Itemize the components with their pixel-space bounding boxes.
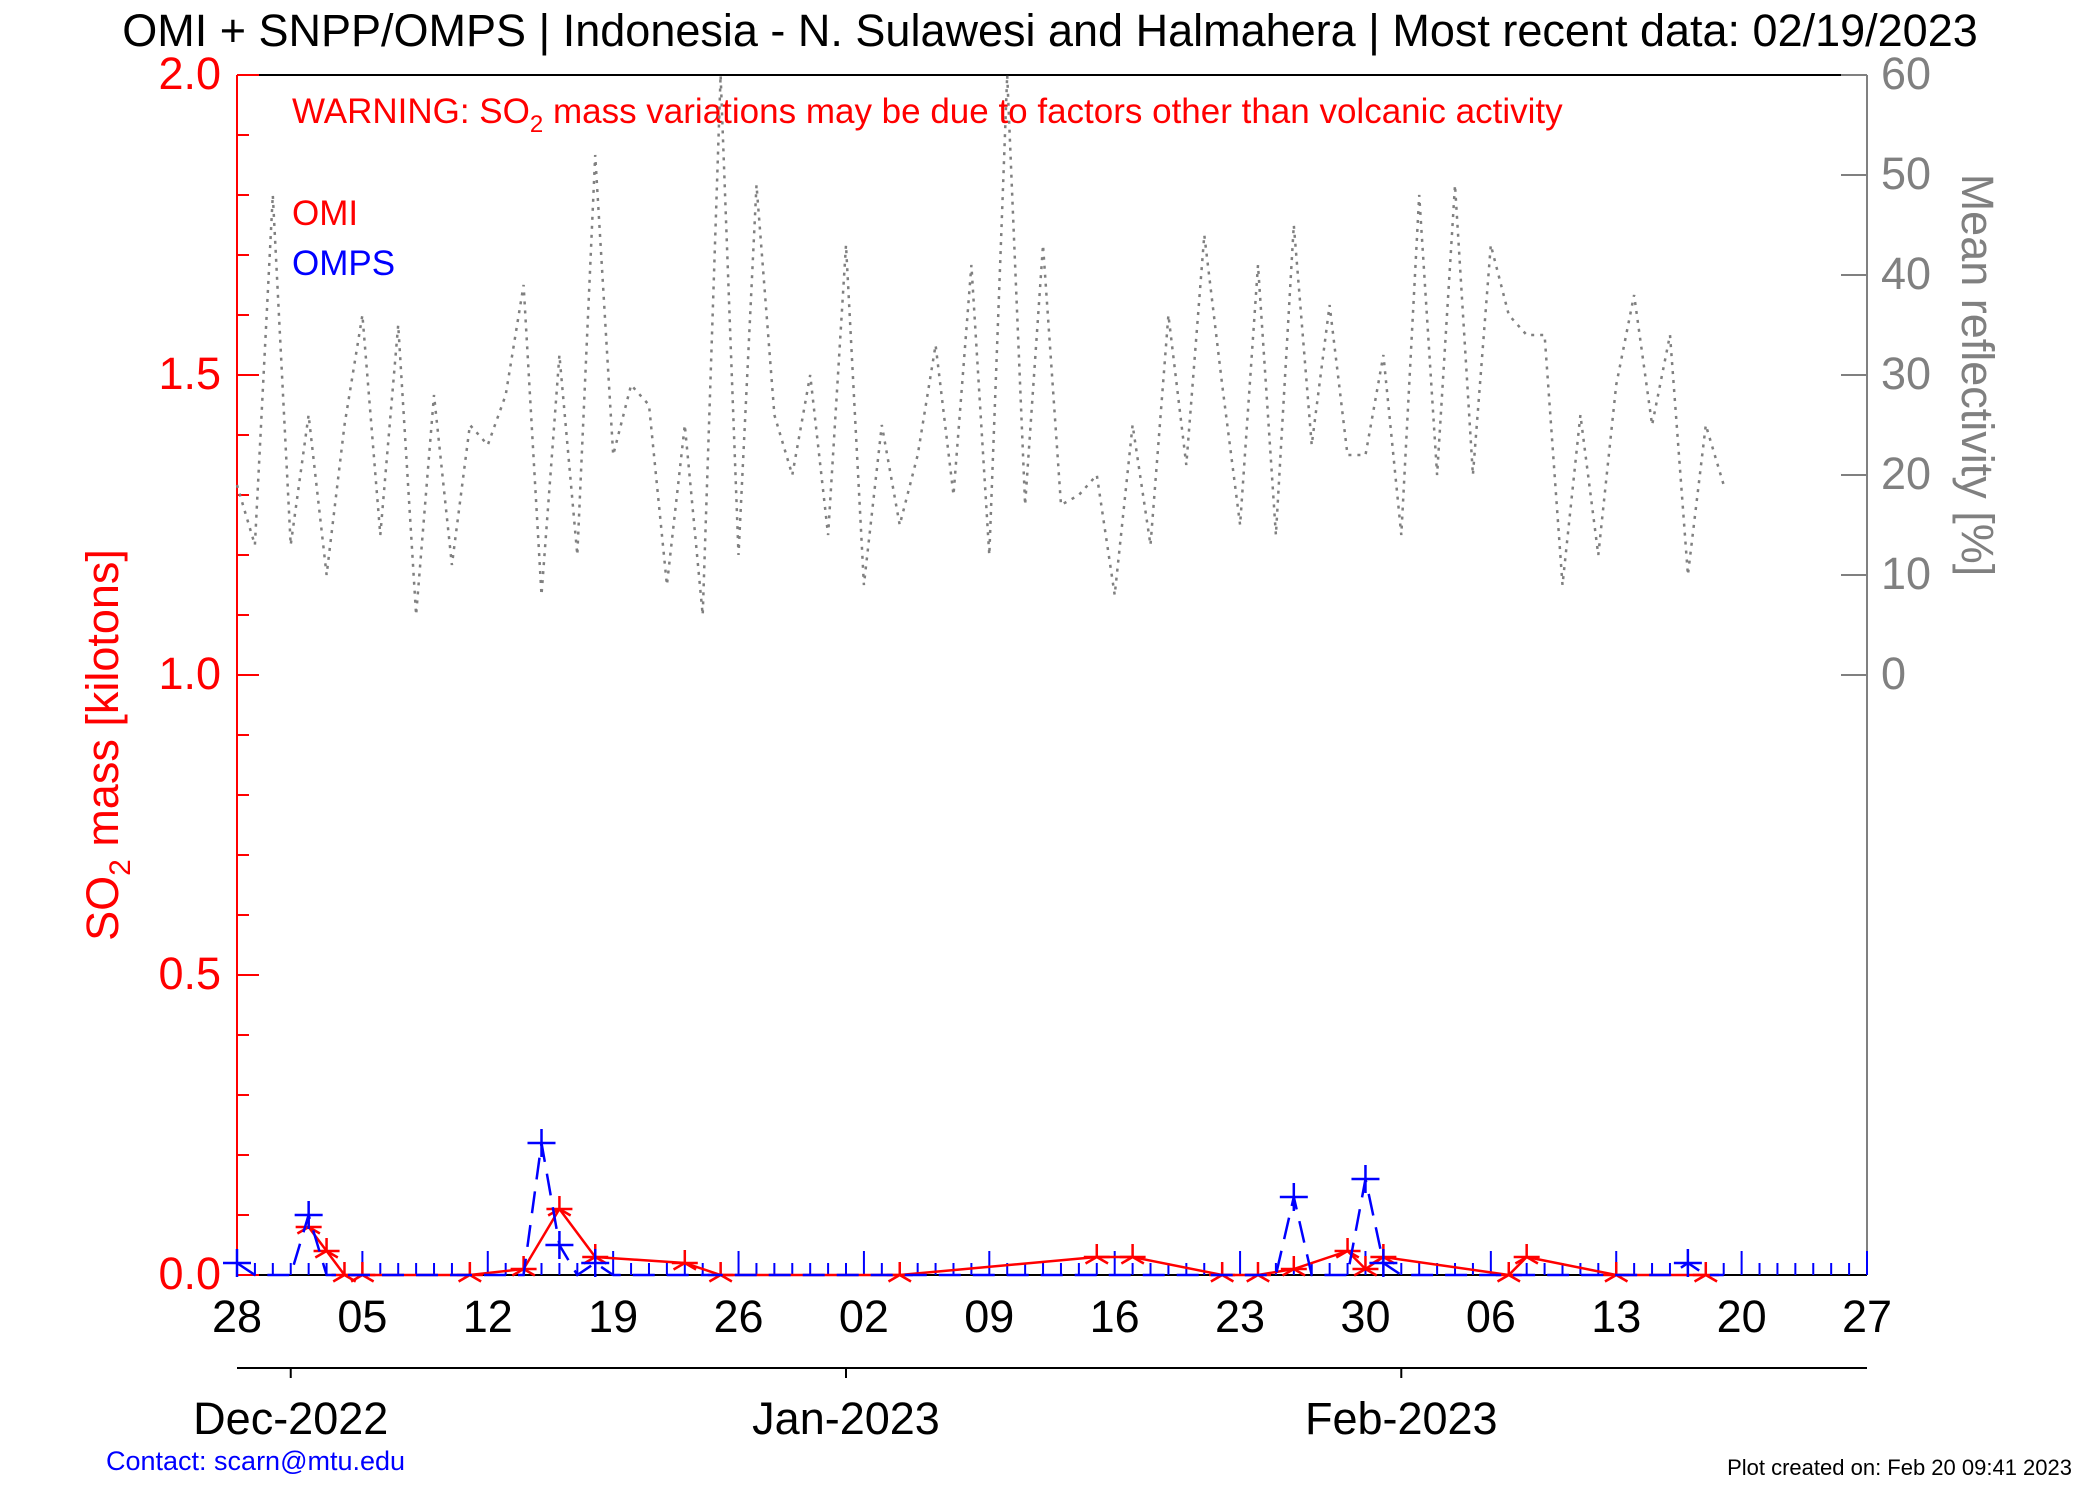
x-tick-label: 05 [337,1291,387,1342]
warning-text: WARNING: SO2 mass variations may be due … [292,92,1563,138]
omps-point [1351,1165,1380,1193]
y-right-tick-label: 60 [1881,48,1931,99]
omi-point [313,1238,340,1259]
x-tick-label: 26 [714,1291,764,1342]
omi-point [331,1262,358,1283]
y-right-tick-label: 50 [1881,148,1931,199]
omi-point [349,1262,376,1283]
x-tick-label: 30 [1340,1291,1390,1342]
omi-point [886,1262,913,1283]
series-line-mean-reflectivity [235,74,1725,616]
y-right-tick-label: 40 [1881,248,1931,299]
y-left-tick-label: 0.5 [158,948,221,999]
contact-text[interactable]: Contact: scarn@mtu.edu [106,1446,405,1476]
x-tick-label: 06 [1466,1291,1516,1342]
omi-point [1209,1262,1236,1283]
omi-point [1334,1238,1361,1259]
month-label: Dec-2022 [193,1393,388,1444]
omi-point [1352,1256,1379,1277]
omi-point [1083,1244,1110,1265]
x-tick-label: 09 [964,1291,1014,1342]
omps-point [1673,1249,1702,1277]
omps-point [581,1249,610,1277]
x-tick-label: 02 [839,1291,889,1342]
omi-point [456,1262,483,1283]
x-tick-label: 19 [588,1291,638,1342]
y-axis-left-label: SO2 mass [kilotons] [77,549,137,941]
legend-omi: OMI [292,194,358,233]
omi-point [671,1250,698,1271]
omps-point [1369,1249,1398,1277]
omi-point [1119,1244,1146,1265]
series-line-omi [307,1206,1706,1277]
series-layer [223,74,1725,1283]
y-right-tick-label: 0 [1881,648,1906,699]
legend-omps: OMPS [292,244,395,283]
omps-point [545,1231,574,1259]
y-right-tick-label: 10 [1881,548,1931,599]
omi-point [1280,1256,1307,1277]
omps-point [294,1201,323,1229]
x-axis-ticks: 28 05 12 19 26 02 09 16 23 30 06 13 20 27 [212,1251,1892,1342]
chart-title: OMI + SNPP/OMPS | Indonesia - N. Sulawes… [122,5,1978,56]
legend: OMI OMPS [292,194,395,283]
x-tick-label: 28 [212,1291,262,1342]
x-tick-label: 23 [1215,1291,1265,1342]
y-right-tick-label: 20 [1881,448,1931,499]
y-right-tick-label: 30 [1881,348,1931,399]
plot-created-text: Plot created on: Feb 20 09:41 2023 [1727,1455,2072,1480]
y-left-tick-label: 1.0 [158,648,221,699]
y-left-tick-label: 2.0 [158,48,221,99]
month-axis: Dec-2022 Jan-2023 Feb-2023 [193,1368,1498,1444]
x-tick-label: 27 [1842,1291,1892,1342]
omi-point [1692,1262,1719,1283]
plot-frame [236,74,1868,1369]
series-line-omps [236,1142,1724,1277]
x-tick-label: 20 [1717,1291,1767,1342]
omi-point [1244,1262,1271,1283]
omps-point [223,1249,251,1277]
x-tick-label: 13 [1591,1291,1641,1342]
y-left-tick-label: 0.0 [158,1248,221,1299]
y-axis-left-ticks: 0.0 0.5 1.0 1.5 2.0 [158,48,259,1299]
month-label: Jan-2023 [752,1393,940,1444]
month-label: Feb-2023 [1305,1393,1498,1444]
omi-point [546,1196,573,1217]
omi-point [1513,1244,1540,1265]
x-tick-label: 12 [463,1291,513,1342]
y-axis-right-ticks: 0 10 20 30 40 50 60 [1841,48,1931,699]
y-left-tick-label: 1.5 [158,348,221,399]
x-tick-label: 16 [1090,1291,1140,1342]
y-axis-right-label: Mean reflectivity [%] [1952,174,2003,577]
omps-point [1279,1183,1308,1211]
omps-point [527,1129,556,1157]
omi-point [1603,1262,1630,1283]
